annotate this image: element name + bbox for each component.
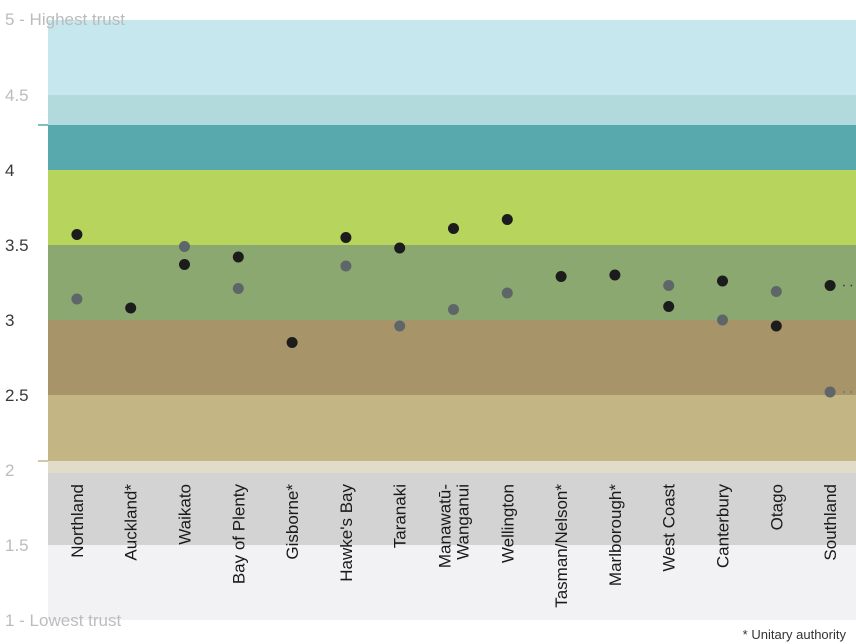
x-tick-label: Marlborough* (606, 484, 625, 586)
band-8 (48, 473, 856, 545)
x-tick-label: Hawke's Bay (337, 484, 356, 582)
point-series-1 (824, 386, 836, 398)
band-6 (48, 395, 856, 461)
x-tick-label: Tasman/Nelson* (552, 484, 571, 608)
x-axis-labels: Northland Auckland* Waikato Bay of Plenty Gi… (68, 484, 840, 608)
band-1 (48, 95, 856, 125)
x-tick-label: Taranaki (391, 484, 410, 548)
point-series-1 (717, 314, 728, 326)
y-tick-label: 2 (5, 461, 14, 480)
point-series-1 (232, 283, 244, 294)
point-series-0 (448, 223, 459, 234)
point-series-0 (340, 232, 352, 243)
x-tick-label: Southland (821, 484, 840, 561)
y-tick-label: 4 (5, 161, 14, 180)
point-series-0 (770, 320, 782, 332)
point-series-0 (286, 337, 298, 348)
point-series-1 (340, 260, 352, 272)
point-series-1 (179, 241, 190, 252)
point-series-0 (663, 301, 675, 312)
point-series-1 (663, 280, 675, 291)
point-series-1 (448, 304, 459, 315)
y-tick-label: 1 - Lowest trust (5, 611, 121, 630)
x-tick-label: Auckland* (122, 484, 141, 561)
x-tick-label: Otago (767, 484, 786, 530)
footnote: * Unitary authority (743, 627, 847, 642)
point-series-0 (71, 229, 83, 240)
point-series-0 (179, 259, 190, 270)
point-series-1 (394, 320, 406, 332)
band-2 (48, 125, 856, 170)
band-7 (48, 461, 856, 473)
x-tick-label: West Coast (660, 484, 679, 572)
x-tick-label: Waikato (176, 484, 195, 545)
point-series-1 (501, 287, 513, 299)
data-points (71, 214, 836, 398)
point-series-1 (770, 286, 782, 297)
x-tick-label: Manawatū- (436, 484, 455, 568)
point-series-0 (609, 269, 621, 281)
y-tick-label: 3.5 (5, 236, 29, 255)
x-tick-label: Gisborne* (283, 484, 302, 560)
point-series-1 (71, 293, 83, 305)
x-tick-label: Wellington (498, 484, 517, 563)
x-tick-label: Wanganui (454, 484, 473, 560)
point-series-0 (125, 302, 137, 314)
x-tick-label: Northland (68, 484, 87, 558)
point-series-0 (717, 275, 728, 287)
point-series-0 (394, 242, 406, 254)
band-5 (48, 320, 856, 395)
point-series-0 (232, 251, 244, 263)
y-tick-label: 5 - Highest trust (5, 10, 125, 29)
point-series-0 (501, 214, 513, 225)
y-tick-label: 4.5 (5, 86, 29, 105)
y-axis: 1 - Lowest trust 1.5 2 2.5 3 3.5 4 4.5 5 - Highe… (5, 10, 125, 630)
band-9 (48, 545, 856, 620)
y-tick-label: 1.5 (5, 536, 29, 555)
y-tick-label: 2.5 (5, 386, 29, 405)
point-series-0 (824, 280, 836, 291)
point-series-0 (555, 271, 567, 282)
x-tick-label: Bay of Plenty (229, 484, 248, 585)
y-tick-label: 3 (5, 311, 14, 330)
x-tick-label: Canterbury (714, 484, 733, 569)
band-0 (48, 20, 856, 95)
